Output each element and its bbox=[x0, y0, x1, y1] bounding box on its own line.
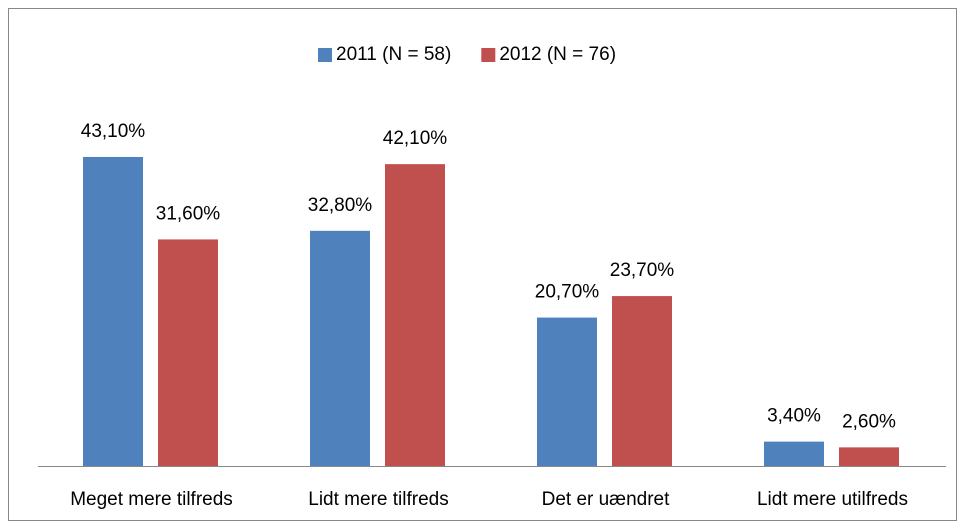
bar bbox=[385, 164, 445, 466]
bar bbox=[537, 317, 597, 466]
bar bbox=[158, 239, 218, 466]
data-label: 23,70% bbox=[610, 260, 675, 281]
legend-label: 2012 (N = 76) bbox=[499, 44, 616, 65]
legend-label: 2011 (N = 58) bbox=[336, 44, 451, 65]
bar bbox=[612, 296, 672, 466]
legend-swatch bbox=[318, 48, 332, 62]
bar bbox=[839, 447, 899, 466]
data-label: 2,60% bbox=[842, 411, 896, 432]
data-label: 31,60% bbox=[156, 203, 221, 224]
data-label: 20,70% bbox=[535, 282, 600, 303]
x-tick-label: Lidt mere tilfreds bbox=[308, 489, 448, 510]
legend-swatch bbox=[481, 48, 496, 62]
bar bbox=[764, 441, 824, 466]
data-label: 42,10% bbox=[383, 128, 448, 149]
x-tick-label: Meget mere tilfreds bbox=[70, 489, 233, 510]
bar bbox=[310, 230, 370, 466]
x-tick-label: Det er uændret bbox=[542, 489, 671, 510]
data-label: 43,10% bbox=[81, 121, 146, 142]
bar bbox=[83, 156, 143, 466]
data-label: 32,80% bbox=[308, 195, 373, 216]
x-tick-label: Lidt mere utilfreds bbox=[757, 489, 908, 510]
data-label: 3,40% bbox=[767, 406, 821, 427]
